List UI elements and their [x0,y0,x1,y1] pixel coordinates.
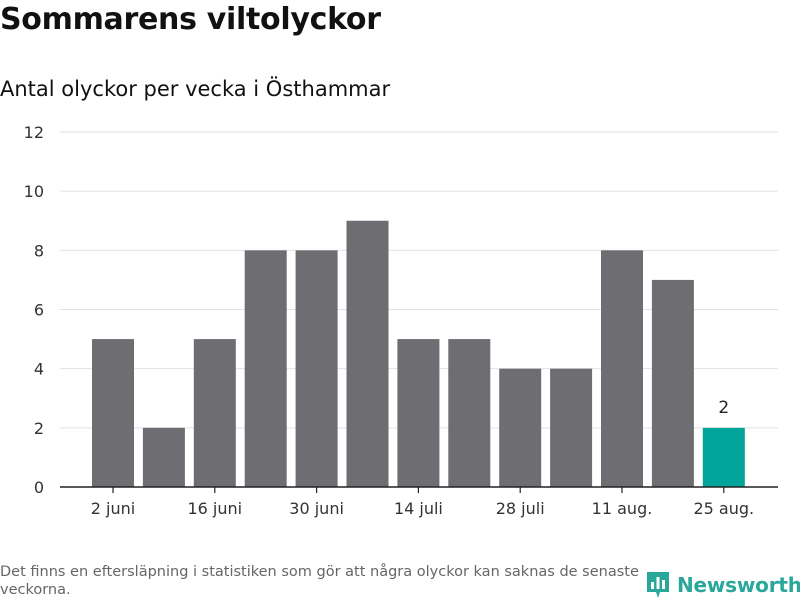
y-tick-label-10: 10 [24,182,44,201]
chart-title: Sommarens viltolyckor [0,2,381,37]
bar-13 [702,427,745,487]
bar-7 [397,339,440,487]
x-tick-label-7: 14 juli [394,499,443,518]
bar-3 [193,339,236,487]
bars [92,220,745,487]
y-tick-label-4: 4 [34,360,44,379]
y-tick-label-8: 8 [34,241,44,260]
bar-11 [601,250,643,487]
labels: 0 2 4 6 8 10 12 2 juni 16 juni 30 juni 14 juli 28 j… [24,123,754,518]
y-tick-label-0: 0 [34,478,44,497]
bar-10 [550,368,593,487]
x-tick-label-5: 30 juni [289,499,344,518]
bar-2 [142,427,185,487]
brand-name: Newsworthy [677,573,800,597]
chart-subtitle: Antal olyckor per vecka i Östhammar [0,77,391,101]
y-tick-label-6: 6 [34,301,44,320]
bar-4 [244,250,287,487]
bar-8 [448,339,491,487]
bar-chart-logo-icon [647,572,669,598]
x-tick-label-9: 28 juli [496,499,545,518]
y-tick-label-2: 2 [34,419,44,438]
bar-1 [92,339,134,487]
bar-chart: 0 2 4 6 8 10 12 2 juni 16 juni 30 juni 14 juli 28 j… [24,123,778,518]
x-tick-label-3: 16 juni [187,499,242,518]
footnote: Det finns en eftersläpning i statistiken… [0,564,639,598]
axes [60,486,778,493]
bar-6 [346,220,389,487]
brand-logo: Newsworthy [645,569,800,601]
x-tick-label-1: 2 juni [91,499,135,518]
x-tick-label-13: 25 aug. [693,499,754,518]
x-tick-label-11: 11 aug. [592,499,653,518]
y-tick-label-12: 12 [24,123,44,142]
bar-5 [295,250,338,487]
data-label-13: 2 [718,398,729,418]
bar-12 [651,279,694,487]
bar-9 [499,368,542,487]
